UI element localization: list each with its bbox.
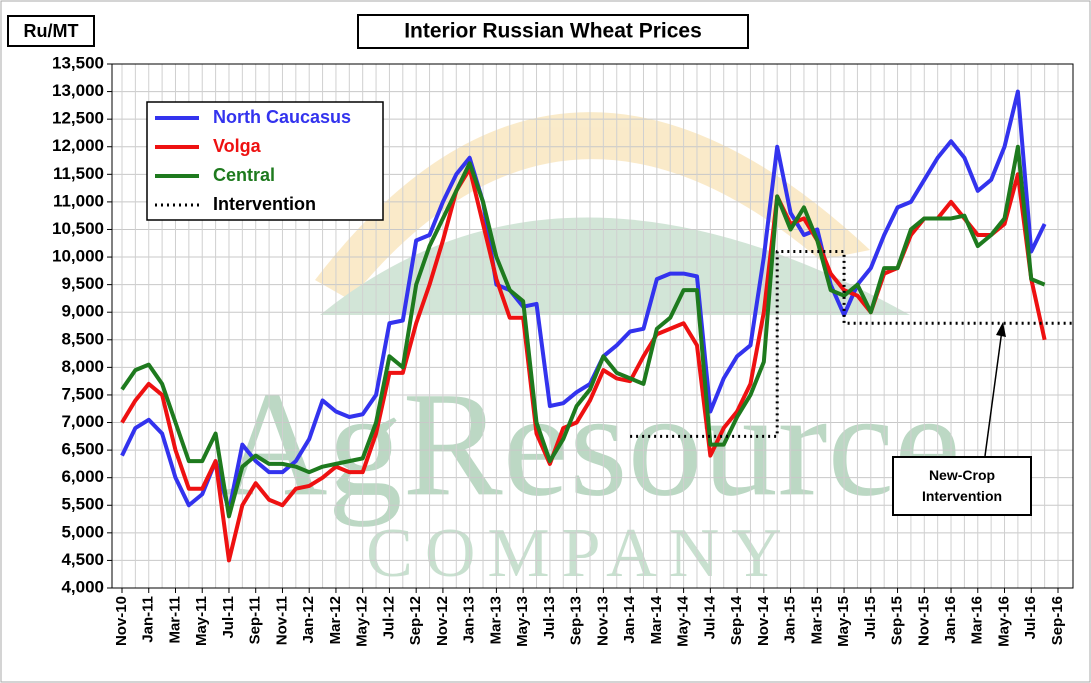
y-tick-label: 9,500 (61, 274, 104, 293)
annotation-arrow (985, 330, 1002, 456)
x-tick-label: Mar-16 (969, 596, 986, 644)
annotation: New-Crop Intervention (892, 456, 1032, 516)
x-tick-label: Sep-14 (728, 595, 745, 645)
x-tick-label: Sep-12 (407, 596, 424, 645)
x-tick-label: Sep-15 (889, 596, 906, 645)
x-tick-label: Mar-13 (487, 596, 504, 644)
y-tick-label: 8,000 (61, 357, 104, 376)
y-tick-label: 11,000 (53, 191, 104, 210)
y-tick-label: 13,000 (52, 81, 104, 100)
x-tick-label: Jul-16 (1022, 596, 1039, 639)
y-tick-label: 11,500 (53, 164, 104, 183)
x-tick-label: Nov-12 (434, 596, 451, 646)
x-tick-label: May-13 (514, 596, 531, 647)
x-tick-label: Nov-11 (273, 596, 290, 645)
y-tick-label: 4,000 (61, 577, 104, 596)
x-tick-label: Nov-14 (755, 595, 772, 646)
y-tick-label: 6,500 (61, 440, 104, 459)
x-tick-label: Jan-11 (140, 596, 157, 643)
x-tick-label: Jan-12 (300, 596, 317, 644)
x-tick-label: Jul-14 (701, 595, 718, 639)
y-tick-label: 9,000 (61, 302, 104, 321)
x-tick-label: Jan-16 (942, 596, 959, 644)
x-tick-label: Jul-13 (541, 596, 558, 639)
y-tick-label: 10,000 (52, 247, 104, 266)
y-tick-label: 12,000 (52, 136, 104, 155)
x-tick-label: Jan-14 (621, 595, 638, 643)
x-tick-label: Nov-13 (594, 596, 611, 646)
legend: North Caucasus Volga Central Intervention (147, 102, 383, 220)
y-axis-label: Ru/MT (24, 21, 79, 41)
x-tick-label: Sep-13 (568, 596, 585, 645)
x-tick-label: May-15 (835, 596, 852, 647)
x-tick-label: Nov-15 (915, 596, 932, 646)
legend-label: North Caucasus (213, 107, 351, 127)
x-tick-label: Mar-11 (166, 596, 183, 644)
y-tick-label: 13,500 (52, 53, 104, 72)
x-tick-label: Mar-15 (808, 596, 825, 644)
y-tick-label: 5,500 (61, 495, 104, 514)
legend-label: Volga (213, 136, 262, 156)
y-tick-label: 6,000 (61, 467, 104, 486)
x-tick-label: Sep-11 (247, 596, 264, 644)
x-tick-label: May-12 (354, 596, 371, 647)
x-tick-label: Nov-10 (113, 596, 130, 646)
y-tick-label: 7,000 (61, 412, 104, 431)
watermark-sub: COMPANY (366, 515, 794, 592)
y-tick-label: 5,000 (61, 522, 104, 541)
page: AgResource COMPANY Ru/MT Interior Russia… (0, 0, 1091, 683)
x-tick-label: Jan-13 (461, 596, 478, 644)
y-tick-label: 10,500 (52, 219, 104, 238)
x-tick-label: Mar-14 (648, 595, 665, 644)
y-tick-label: 12,500 (52, 109, 104, 128)
legend-label: Intervention (213, 194, 316, 214)
x-tick-label: May-11 (193, 596, 210, 646)
x-tick-label: Jan-15 (782, 596, 799, 644)
x-tick-label: May-14 (675, 595, 692, 647)
chart: AgResource COMPANY Ru/MT Interior Russia… (0, 0, 1091, 683)
x-tick-label: Jul-11 (220, 596, 237, 639)
x-tick-label: Mar-12 (327, 596, 344, 644)
chart-title: Interior Russian Wheat Prices (404, 20, 702, 43)
y-tick-label: 7,500 (61, 384, 104, 403)
x-tick-label: May-16 (995, 596, 1012, 647)
y-tick-label: 8,500 (61, 329, 104, 348)
x-tick-label: Jul-15 (862, 596, 879, 639)
x-tick-label: Jul-12 (380, 596, 397, 639)
y-tick-label: 4,500 (61, 550, 104, 569)
x-tick-label: Sep-16 (1049, 596, 1066, 645)
legend-label: Central (213, 165, 275, 185)
